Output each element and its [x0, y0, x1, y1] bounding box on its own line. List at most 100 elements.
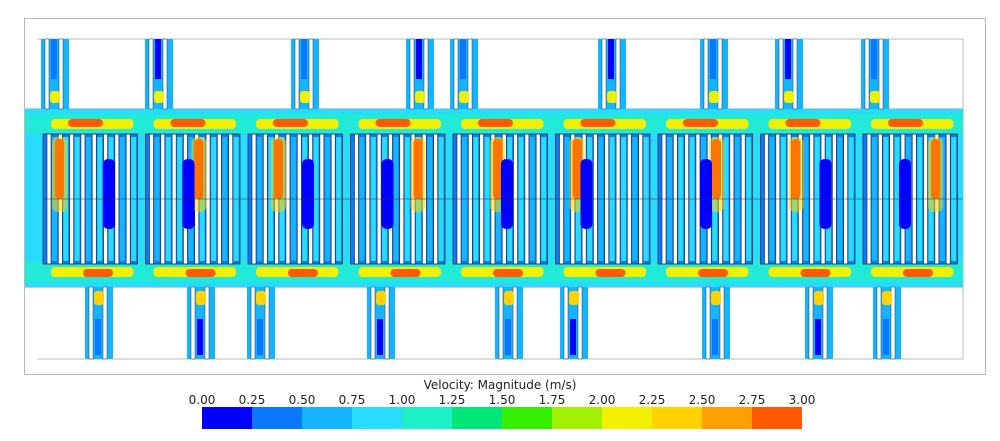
contour-shape — [710, 39, 716, 79]
contour-shape — [505, 319, 511, 355]
pipe-wall — [778, 38, 784, 110]
contour-shape — [94, 291, 104, 305]
pipe-wall — [308, 38, 314, 110]
low-velocity-pocket — [501, 159, 513, 229]
legend-tick-label: 0.25 — [238, 393, 266, 407]
legend-color-swatch — [302, 407, 352, 429]
contour-shape — [390, 269, 421, 277]
contour-shape — [95, 319, 101, 355]
legend-tick-label: 1.25 — [438, 393, 466, 407]
contour-shape — [273, 119, 308, 127]
legend-color-swatch — [602, 407, 652, 429]
pipe-wall — [102, 286, 108, 360]
contour-shape — [154, 91, 164, 103]
pipe-wall — [190, 286, 196, 360]
contour-shape — [83, 269, 113, 277]
contour-shape — [814, 291, 824, 305]
legend-tick-label: 0.00 — [188, 393, 216, 407]
legend-color-swatch — [502, 407, 552, 429]
pipe-wall — [719, 286, 725, 360]
low-velocity-pocket — [182, 159, 195, 229]
contour-shape — [170, 119, 206, 127]
pipe-wall — [808, 286, 814, 360]
low-velocity-pocket — [580, 159, 593, 229]
pipe-wall — [204, 286, 210, 360]
pipe-wall — [384, 286, 390, 360]
legend-color-swatch — [452, 407, 502, 429]
contour-shape — [784, 91, 794, 103]
contour-shape — [459, 91, 469, 103]
pipe-wall — [498, 286, 504, 360]
contour-shape — [68, 119, 103, 127]
contour-shape — [377, 319, 383, 355]
legend-color-swatch — [752, 407, 802, 429]
contour-shape — [415, 91, 425, 103]
contour-shape — [460, 39, 466, 79]
contour-shape — [504, 291, 514, 305]
contour-shape — [570, 319, 576, 355]
contour-shape — [928, 137, 943, 212]
contour-shape — [785, 119, 821, 127]
pipe-wall — [88, 286, 94, 360]
pipe-wall — [792, 38, 798, 110]
pipe-wall — [453, 38, 459, 110]
pipe-wall — [601, 38, 607, 110]
pipe-wall — [822, 286, 828, 360]
contour-shape — [191, 137, 207, 212]
legend-tick-label: 1.75 — [538, 393, 566, 407]
contour-shape — [155, 39, 161, 79]
contour-shape — [883, 319, 889, 355]
pipe-wall — [467, 38, 473, 110]
contour-shape — [698, 269, 728, 277]
contour-shape — [376, 291, 386, 305]
legend-tick-label: 2.00 — [588, 393, 616, 407]
contour-shape — [257, 319, 263, 355]
pipe-wall — [148, 38, 154, 110]
pipe-wall — [705, 286, 711, 360]
pipe-wall — [703, 38, 709, 110]
legend-tick-label: 1.00 — [388, 393, 416, 407]
contour-shape — [815, 319, 821, 355]
legend-color-swatch — [352, 407, 402, 429]
color-legend: Velocity: Magnitude (m/s) 0.00 0.25 0.50 0.… — [189, 378, 815, 438]
contour-shape — [888, 119, 923, 127]
contour-shape — [410, 137, 426, 212]
legend-tick-label: 2.25 — [638, 393, 666, 407]
contour-shape — [607, 91, 617, 103]
contour-shape — [608, 39, 614, 79]
contour-shape — [683, 119, 718, 127]
pipe-wall — [58, 38, 64, 110]
contour-shape — [595, 269, 626, 277]
legend-title: Velocity: Magnitude (m/s) — [423, 378, 577, 392]
contour-shape — [712, 319, 718, 355]
contour-shape — [256, 291, 266, 305]
legend-color-swatch — [652, 407, 702, 429]
pipe-wall — [864, 38, 870, 110]
low-velocity-pocket — [899, 159, 911, 229]
contour-shape — [785, 39, 791, 79]
legend-tick-label: 3.00 — [788, 393, 816, 407]
contour-shape — [478, 119, 513, 127]
pipe-wall — [563, 286, 569, 360]
contour-shape — [185, 269, 216, 277]
contour-shape — [416, 39, 422, 79]
pipe-wall — [264, 286, 270, 360]
contour-shape — [288, 269, 318, 277]
contour-shape — [375, 119, 411, 127]
pipe-wall — [423, 38, 429, 110]
legend-tick-label: 0.75 — [338, 393, 366, 407]
pipe-wall — [878, 38, 884, 110]
pipe-wall — [876, 286, 882, 360]
legend-color-swatch — [252, 407, 302, 429]
contour-shape — [709, 137, 724, 212]
pipe-wall — [294, 38, 300, 110]
pipe-wall — [512, 286, 518, 360]
velocity-contour-field — [25, 38, 964, 360]
legend-color-swatch — [552, 407, 602, 429]
contour-shape — [300, 91, 310, 103]
low-velocity-pocket — [819, 159, 832, 229]
low-velocity-pocket — [302, 159, 314, 229]
legend-color-swatch — [202, 407, 252, 429]
low-velocity-pocket — [103, 159, 115, 229]
contour-shape — [870, 91, 880, 103]
